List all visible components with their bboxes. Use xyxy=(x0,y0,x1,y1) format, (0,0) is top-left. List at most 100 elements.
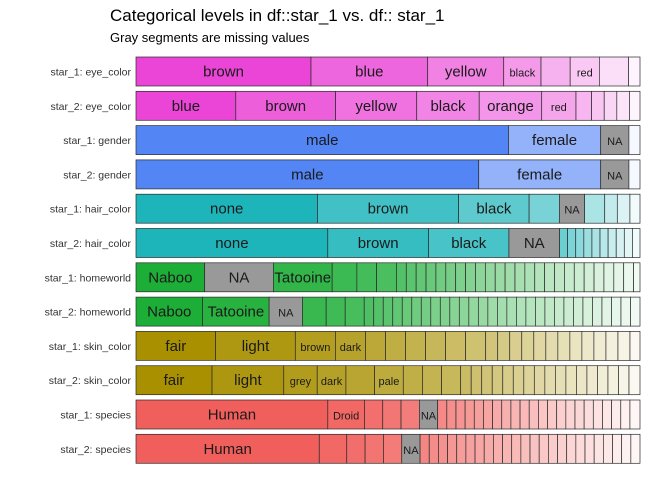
bar-segment xyxy=(564,262,575,293)
bar-segment xyxy=(535,296,546,327)
bar-segment xyxy=(445,331,466,361)
bar-segment xyxy=(575,228,585,258)
bar-segment xyxy=(597,365,609,396)
bar-segment xyxy=(478,159,602,190)
segment-label: NA xyxy=(229,269,250,286)
bar-segment xyxy=(356,262,377,293)
bar-segment xyxy=(538,433,549,464)
bar-segment xyxy=(525,296,536,327)
bar-segment xyxy=(464,399,475,430)
bar-segment xyxy=(556,399,567,430)
bar-segment xyxy=(345,365,375,396)
bar-segment xyxy=(425,262,437,293)
row-label: star_2: homeworld xyxy=(45,307,132,319)
bar-segment xyxy=(135,56,312,87)
bar-segment xyxy=(419,433,430,464)
segment-label: NA xyxy=(607,170,623,182)
segment-label: NA xyxy=(421,411,437,423)
bar-segment xyxy=(555,365,567,396)
bar-segment xyxy=(623,262,634,293)
segment-label: Droid xyxy=(333,411,359,423)
bar-segment xyxy=(611,399,622,430)
bar-segment xyxy=(455,262,466,293)
bar-segment xyxy=(593,262,605,293)
bar-segment xyxy=(573,296,584,327)
bar-segment xyxy=(528,399,539,430)
bar-segment xyxy=(544,365,556,396)
bar-segment xyxy=(492,399,503,430)
bar-segment xyxy=(235,90,336,121)
bar-segment-missing xyxy=(508,228,560,258)
bar-segment xyxy=(477,296,489,327)
bar-segment xyxy=(445,262,457,293)
bar-segment xyxy=(441,365,462,396)
bar-segment xyxy=(383,433,403,464)
segment-label: yellow xyxy=(445,64,487,81)
bar-segment xyxy=(456,433,467,464)
bar-segment xyxy=(415,262,427,293)
bar-segment xyxy=(510,399,521,430)
segment-label: Naboo xyxy=(147,304,191,321)
bar-segment xyxy=(425,331,446,361)
bar-segment xyxy=(447,433,458,464)
bar-segment xyxy=(135,365,213,396)
bar-segment xyxy=(465,331,487,361)
segment-label: light xyxy=(242,338,270,355)
bar-segment xyxy=(449,296,460,327)
segment-label: Naboo xyxy=(148,269,192,286)
bar-segment xyxy=(460,365,472,396)
bar-segment xyxy=(567,228,577,258)
bar-segment xyxy=(294,331,336,361)
segment-label: NA xyxy=(607,136,623,148)
bar-segment xyxy=(382,399,402,430)
row-label: star_2: hair_color xyxy=(50,238,132,250)
bar-segment xyxy=(569,331,583,361)
bar-segment xyxy=(581,331,595,361)
segment-label: female xyxy=(517,166,562,183)
bar-segment xyxy=(283,365,318,396)
bar-segment xyxy=(327,399,365,430)
bar-segment xyxy=(400,399,420,430)
row-label: star_1: homeworld xyxy=(45,272,132,284)
segment-label: blue xyxy=(355,64,383,81)
segment-label: black xyxy=(451,235,487,252)
bar-segment xyxy=(524,262,536,293)
bar-segment xyxy=(534,262,545,293)
bar-segment xyxy=(437,399,448,430)
bar-segment xyxy=(365,331,386,361)
bar-segment xyxy=(385,331,406,361)
bar-segment xyxy=(438,433,448,464)
segment-label: none xyxy=(215,235,248,252)
bar-segment xyxy=(573,262,585,293)
bar-segment xyxy=(512,365,525,396)
segment-label: Human xyxy=(203,441,251,458)
bar-segment xyxy=(416,90,480,121)
bar-segment xyxy=(628,56,641,87)
bar-segment xyxy=(502,365,514,396)
bar-segment xyxy=(335,90,418,121)
bar-segment xyxy=(565,365,577,396)
bar-segment xyxy=(616,90,630,121)
bar-segment xyxy=(402,365,423,396)
bar-segment xyxy=(211,365,285,396)
bar-segment xyxy=(473,399,484,430)
bar-segment xyxy=(630,433,641,464)
bar-segment xyxy=(135,125,509,155)
bar-segment xyxy=(630,296,641,327)
bar-segment xyxy=(520,433,531,464)
bar-segment xyxy=(455,399,466,430)
bar-segment xyxy=(583,228,593,258)
bar-segment xyxy=(430,296,441,327)
bar-segment xyxy=(273,262,333,293)
bar-segment xyxy=(401,296,413,327)
bar-segment xyxy=(497,331,511,361)
bar-segment xyxy=(422,365,442,396)
bar-segment xyxy=(629,331,641,361)
bar-segment xyxy=(559,228,568,258)
bar-segment xyxy=(302,296,327,327)
segment-label: black xyxy=(510,68,536,80)
bar-segment xyxy=(501,399,512,430)
bar-segment xyxy=(633,262,641,293)
bar-segment xyxy=(618,365,630,396)
bar-segment xyxy=(382,296,394,327)
